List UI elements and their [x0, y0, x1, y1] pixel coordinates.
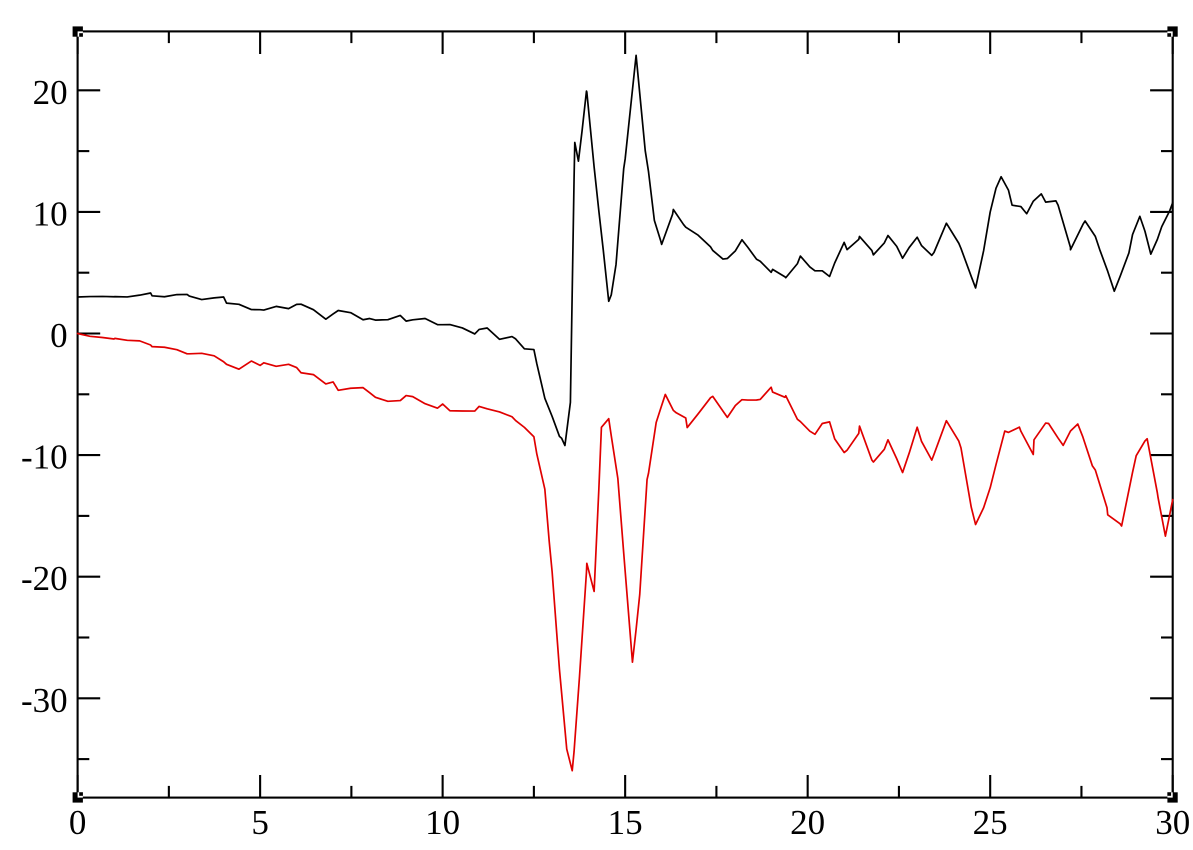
- svg-text:25: 25: [973, 803, 1008, 842]
- svg-text:20: 20: [33, 73, 68, 112]
- svg-text:10: 10: [33, 194, 68, 233]
- svg-text:20: 20: [790, 803, 825, 842]
- svg-text:15: 15: [608, 803, 643, 842]
- svg-text:30: 30: [1155, 803, 1190, 842]
- svg-text:-20: -20: [21, 559, 68, 598]
- svg-text:5: 5: [251, 803, 269, 842]
- svg-text:-10: -10: [21, 438, 68, 477]
- svg-text:-30: -30: [21, 681, 68, 720]
- svg-text:10: 10: [425, 803, 460, 842]
- svg-text:0: 0: [50, 316, 68, 355]
- svg-text:0: 0: [69, 803, 87, 842]
